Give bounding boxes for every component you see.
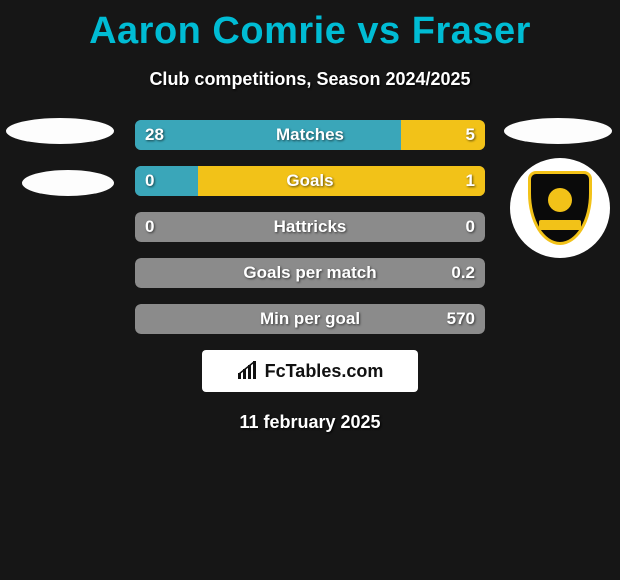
club-logo-right [510,158,610,258]
player-avatar-left [6,118,114,144]
stat-value-right: 5 [466,125,475,145]
player-avatar-right [504,118,612,144]
brand-text: FcTables.com [265,361,384,382]
stat-value-left: 0 [145,217,154,237]
stat-row: 0 Goals 1 [135,166,485,196]
stat-row: Goals per match 0.2 [135,258,485,288]
stat-value-right: 0.2 [451,263,475,283]
stat-row: Min per goal 570 [135,304,485,334]
date-label: 11 february 2025 [0,412,620,433]
page-title: Aaron Comrie vs Fraser [0,0,620,53]
brand-badge: FcTables.com [202,350,418,392]
stat-value-right: 0 [466,217,475,237]
chart-icon [237,361,259,381]
stat-value-right: 1 [466,171,475,191]
subtitle: Club competitions, Season 2024/2025 [0,69,620,90]
stat-label: Min per goal [260,309,360,329]
shield-icon [528,171,592,245]
stat-label: Matches [276,125,344,145]
club-logo-left [22,170,114,196]
stat-row: 0 Hattricks 0 [135,212,485,242]
stat-value-left: 28 [145,125,164,145]
stat-fill-right [198,166,485,196]
stat-row: 28 Matches 5 [135,120,485,150]
stat-label: Goals [286,171,333,191]
stat-label: Goals per match [243,263,376,283]
stat-label: Hattricks [274,217,347,237]
comparison-stage: 28 Matches 5 0 Goals 1 0 Hattricks 0 Goals per ma… [0,120,620,334]
stat-bars: 28 Matches 5 0 Goals 1 0 Hattricks 0 Goals per ma… [135,120,485,334]
stat-value-right: 570 [447,309,475,329]
stat-value-left: 0 [145,171,154,191]
stat-fill-left [135,120,401,150]
